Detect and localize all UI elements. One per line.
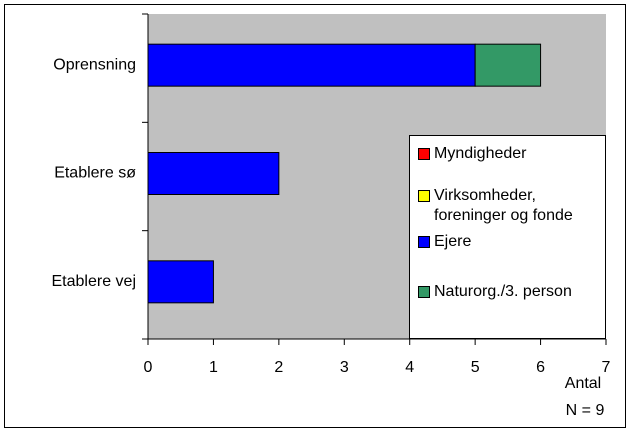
legend-label: Ejere <box>434 233 472 250</box>
x-tick-label: 3 <box>340 359 349 376</box>
legend-item: Ejere <box>418 232 604 252</box>
legend-swatch <box>418 148 430 160</box>
legend-label: Naturorg./3. person <box>434 283 572 300</box>
bar <box>147 260 214 304</box>
legend-item: Virksomheder, foreninger og fonde <box>418 186 604 226</box>
x-tick-label: 4 <box>405 359 414 376</box>
x-tick-label: 1 <box>209 359 218 376</box>
x-tick-label: 7 <box>602 359 611 376</box>
x-axis-label: Antal <box>565 375 601 392</box>
y-tick-label: Etablere vej <box>52 273 137 290</box>
bar <box>147 43 476 87</box>
legend-item: Naturorg./3. person <box>418 282 604 302</box>
y-tick-label: Etablere sø <box>54 165 136 182</box>
bar <box>474 43 542 87</box>
x-tick-label: 0 <box>144 359 153 376</box>
x-tick-label: 6 <box>536 359 545 376</box>
legend-item: Myndigheder <box>418 144 604 164</box>
annotation: N = 9 <box>566 402 605 419</box>
legend-label: Virksomheder, foreninger og fonde <box>434 187 573 224</box>
legend: Myndigheder Virksomheder, foreninger og f… <box>409 135 606 339</box>
x-tick-label: 2 <box>274 359 283 376</box>
legend-swatch <box>418 190 430 202</box>
legend-swatch <box>418 286 430 298</box>
bar <box>147 152 280 195</box>
x-tick-label: 5 <box>471 359 480 376</box>
y-tick-label: Oprensning <box>53 56 136 73</box>
legend-swatch <box>418 236 430 248</box>
legend-label: Myndigheder <box>434 145 527 162</box>
